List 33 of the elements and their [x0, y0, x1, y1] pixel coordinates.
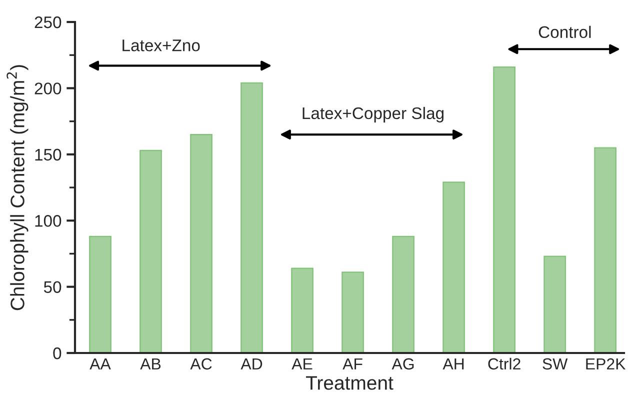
- x-tick-label: SW: [542, 358, 568, 370]
- annotation: Latex+Copper Slag: [302, 106, 444, 122]
- y-tick-label: 250: [34, 16, 62, 28]
- y-tick-label: 50: [44, 281, 62, 294]
- x-tick-label: Ctrl2: [488, 358, 520, 370]
- bar: [291, 268, 314, 353]
- x-tick-label: AG: [392, 358, 414, 370]
- x-tick-label: AB: [140, 358, 161, 370]
- annotation: Control: [538, 26, 591, 38]
- x-axis-title: Treatment: [306, 376, 394, 390]
- bar: [190, 134, 212, 353]
- bar: [240, 82, 263, 353]
- bar: [392, 236, 414, 353]
- bar: [594, 147, 616, 353]
- y-tick-label: 200: [34, 82, 62, 94]
- y-axis-title: Chlorophyll Content (mg/m$^{2}$): [6, 65, 28, 310]
- bar: [442, 182, 465, 353]
- bar: [544, 256, 566, 353]
- x-tick-label: AF: [342, 358, 362, 370]
- x-tick-label: AA: [90, 358, 111, 370]
- bar: [89, 236, 112, 353]
- x-tick-label: EP2K: [586, 358, 626, 370]
- bar: [493, 66, 516, 353]
- x-tick-label: AH: [442, 358, 464, 370]
- y-tick-label: 150: [35, 148, 62, 161]
- y-tick-label: 100: [35, 215, 62, 227]
- y-tick-label: 0: [53, 347, 62, 360]
- bar: [140, 150, 162, 353]
- x-tick-label: AD: [240, 358, 262, 370]
- annotation: Latex+Zno: [122, 40, 200, 52]
- x-tick-label: AC: [190, 358, 212, 370]
- x-tick-label: AE: [292, 358, 312, 370]
- bar: [342, 272, 364, 353]
